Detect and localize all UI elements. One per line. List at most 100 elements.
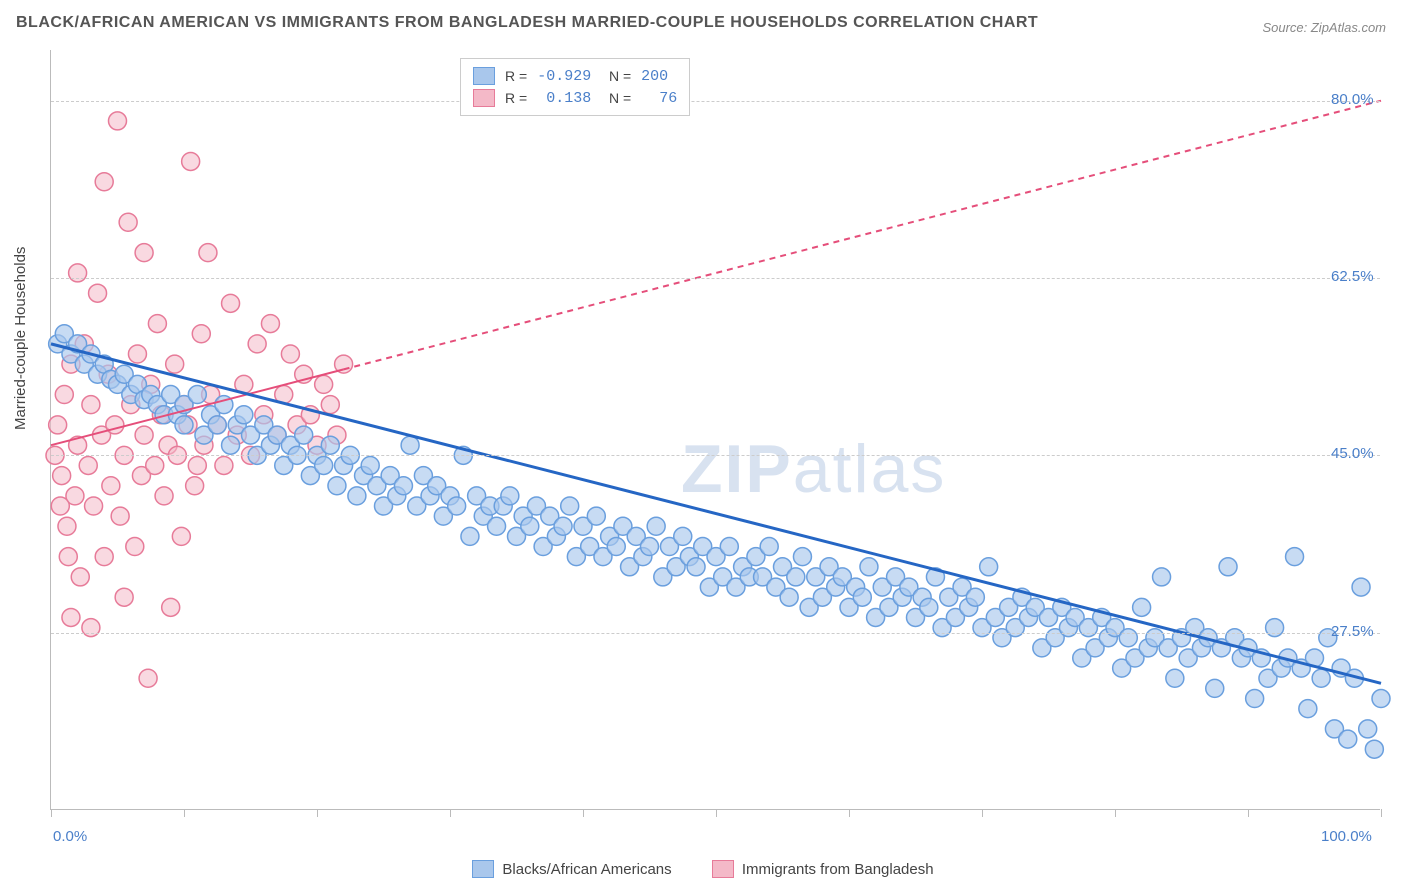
swatch-blue	[472, 860, 494, 878]
scatter-point	[85, 497, 103, 515]
scatter-point	[787, 568, 805, 586]
x-tick	[982, 809, 983, 817]
scatter-point	[980, 558, 998, 576]
scatter-point	[51, 497, 69, 515]
swatch-blue	[473, 67, 495, 85]
scatter-point	[175, 416, 193, 434]
stat-label: N =	[601, 90, 631, 106]
x-tick	[184, 809, 185, 817]
x-tick-label: 0.0%	[53, 828, 87, 845]
scatter-point	[172, 527, 190, 545]
scatter-point	[95, 548, 113, 566]
scatter-point	[461, 527, 479, 545]
scatter-point	[315, 456, 333, 474]
swatch-pink	[473, 89, 495, 107]
scatter-point	[111, 507, 129, 525]
y-tick-label: 27.5%	[1331, 623, 1406, 640]
x-tick	[1381, 809, 1382, 817]
scatter-point	[561, 497, 579, 515]
plot-area: ZIPatlas 27.5%45.0%62.5%80.0%0.0%100.0%	[50, 50, 1380, 810]
scatter-point	[55, 386, 73, 404]
scatter-point	[235, 406, 253, 424]
scatter-point	[162, 598, 180, 616]
scatter-point	[321, 436, 339, 454]
scatter-point	[79, 456, 97, 474]
scatter-point	[188, 386, 206, 404]
chart-container: BLACK/AFRICAN AMERICAN VS IMMIGRANTS FRO…	[0, 0, 1406, 892]
gridline	[51, 633, 1380, 634]
scatter-point	[607, 538, 625, 556]
scatter-point	[966, 588, 984, 606]
scatter-point	[146, 456, 164, 474]
scatter-point	[69, 264, 87, 282]
scatter-point	[1339, 730, 1357, 748]
gridline	[51, 278, 1380, 279]
y-tick-label: 45.0%	[1331, 445, 1406, 462]
scatter-point	[102, 477, 120, 495]
scatter-point	[1133, 598, 1151, 616]
scatter-point	[58, 517, 76, 535]
scatter-point	[1119, 629, 1137, 647]
scatter-point	[295, 426, 313, 444]
scatter-point	[1352, 578, 1370, 596]
scatter-point	[1219, 558, 1237, 576]
scatter-point	[793, 548, 811, 566]
series-label-blue: Blacks/African Americans	[502, 861, 671, 878]
scatter-point	[62, 608, 80, 626]
scatter-point	[315, 375, 333, 393]
scatter-point	[674, 527, 692, 545]
scatter-point	[166, 355, 184, 373]
scatter-point	[135, 426, 153, 444]
scatter-point	[1286, 548, 1304, 566]
scatter-point	[554, 517, 572, 535]
series-label-pink: Immigrants from Bangladesh	[742, 861, 934, 878]
x-tick	[583, 809, 584, 817]
x-tick	[849, 809, 850, 817]
scatter-point	[192, 325, 210, 343]
scatter-point	[394, 477, 412, 495]
scatter-svg	[51, 50, 1380, 809]
stat-label: R =	[505, 90, 527, 106]
scatter-point	[1206, 679, 1224, 697]
scatter-point	[780, 588, 798, 606]
scatter-point	[186, 477, 204, 495]
scatter-point	[222, 436, 240, 454]
scatter-point	[587, 507, 605, 525]
scatter-point	[1299, 700, 1317, 718]
scatter-point	[208, 416, 226, 434]
x-tick	[716, 809, 717, 817]
scatter-point	[215, 456, 233, 474]
scatter-point	[199, 244, 217, 262]
scatter-point	[641, 538, 659, 556]
stat-label: N =	[601, 68, 631, 84]
r-value-blue: -0.929	[537, 68, 591, 85]
scatter-point	[155, 487, 173, 505]
legend-item-pink: Immigrants from Bangladesh	[712, 860, 934, 878]
n-value-pink: 76	[641, 90, 677, 107]
y-tick-label: 80.0%	[1331, 91, 1406, 108]
x-tick	[317, 809, 318, 817]
x-tick	[51, 809, 52, 817]
series-legend: Blacks/African Americans Immigrants from…	[0, 860, 1406, 882]
scatter-point	[488, 517, 506, 535]
scatter-point	[82, 619, 100, 637]
scatter-point	[182, 152, 200, 170]
scatter-point	[321, 396, 339, 414]
scatter-point	[448, 497, 466, 515]
chart-title: BLACK/AFRICAN AMERICAN VS IMMIGRANTS FRO…	[16, 14, 1038, 32]
legend-row-blue: R = -0.929 N = 200	[473, 65, 677, 87]
scatter-point	[281, 345, 299, 363]
scatter-point	[126, 538, 144, 556]
stat-label: R =	[505, 68, 527, 84]
scatter-point	[401, 436, 419, 454]
scatter-point	[860, 558, 878, 576]
y-axis-title: Married-couple Households	[12, 247, 29, 430]
scatter-point	[53, 467, 71, 485]
x-tick	[450, 809, 451, 817]
scatter-point	[139, 669, 157, 687]
y-tick-label: 62.5%	[1331, 268, 1406, 285]
r-value-pink: 0.138	[537, 90, 591, 107]
scatter-point	[71, 568, 89, 586]
scatter-point	[1266, 619, 1284, 637]
scatter-point	[89, 284, 107, 302]
